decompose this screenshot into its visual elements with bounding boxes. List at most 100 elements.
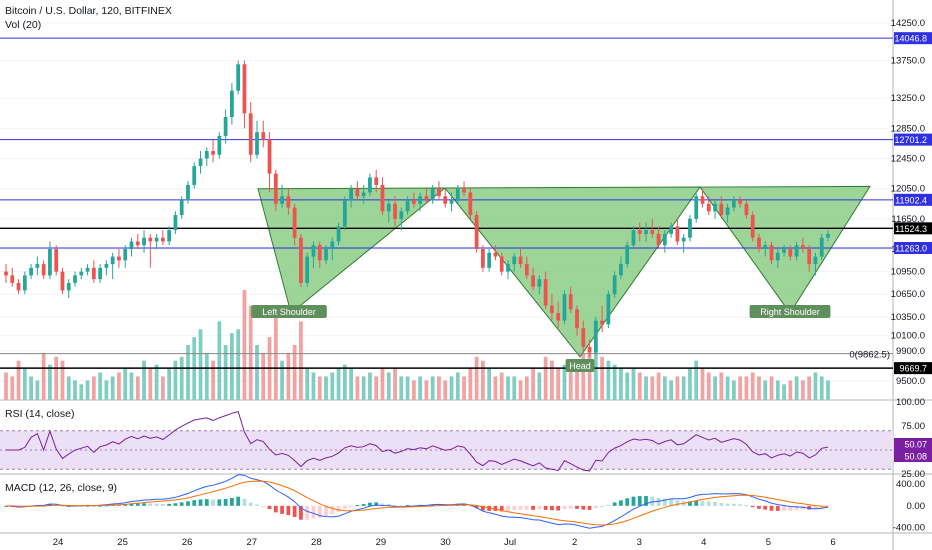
macd-histogram-bar xyxy=(299,505,303,520)
volume-bar xyxy=(286,352,291,400)
volume-bar xyxy=(688,368,692,400)
candle-body xyxy=(506,264,510,272)
volume-bar xyxy=(311,372,316,400)
level-badge-text: 11902.4 xyxy=(895,195,927,205)
volume-bar xyxy=(550,360,554,400)
volume-bar xyxy=(255,345,259,400)
volume-bar xyxy=(499,372,504,400)
rsi-tick-label: 100.00 xyxy=(896,397,925,408)
candle-body xyxy=(418,196,423,204)
volume-bar xyxy=(738,376,743,400)
volume-bar xyxy=(330,372,335,400)
candle-body xyxy=(788,249,793,257)
macd-histogram-bar xyxy=(167,503,172,506)
candle-body xyxy=(85,267,90,272)
macd-legend: MACD (12, 26, close, 9) xyxy=(5,482,118,494)
candle-body xyxy=(217,135,222,155)
candle-body xyxy=(167,230,172,242)
volume-bar xyxy=(399,376,404,400)
volume-bar xyxy=(380,368,385,400)
candle-body xyxy=(129,241,134,249)
macd-histogram-bar xyxy=(506,505,510,512)
volume-bar xyxy=(374,376,379,400)
macd-histogram-bar xyxy=(656,497,661,506)
candle-body xyxy=(656,233,661,246)
candle-body xyxy=(637,230,642,234)
macd-histogram-bar xyxy=(91,505,96,507)
volume-bar xyxy=(292,345,297,400)
volume-bar xyxy=(418,376,423,400)
volume-bar xyxy=(468,368,473,400)
candle-body xyxy=(142,237,146,246)
candle-body xyxy=(568,294,573,310)
level-badge-text: 11524.3 xyxy=(895,224,927,234)
candle-body xyxy=(744,203,749,216)
level-badge xyxy=(894,242,932,255)
macd-histogram-bar xyxy=(85,505,90,507)
macd-histogram-bar xyxy=(361,503,366,506)
time-tick-label: 6 xyxy=(830,537,835,548)
volume-bar xyxy=(826,380,830,400)
macd-histogram-bar xyxy=(311,505,316,519)
candle-body xyxy=(706,203,711,212)
time-tick-label: 30 xyxy=(440,537,451,548)
macd-histogram-bar xyxy=(217,499,222,506)
macd-histogram-bar xyxy=(531,505,535,510)
time-tick-label: 3 xyxy=(637,537,642,548)
candle-body xyxy=(499,256,504,272)
macd-histogram-bar xyxy=(493,505,498,511)
head-shape xyxy=(443,186,701,358)
price-tick-label: 13250.0 xyxy=(891,93,925,104)
candle-body xyxy=(230,90,234,118)
candle-body xyxy=(186,184,190,200)
candle-body xyxy=(267,139,272,174)
volume-bar xyxy=(261,352,266,400)
candle-body xyxy=(700,196,705,204)
macd-histogram-bar xyxy=(750,505,755,508)
macd-histogram-bar xyxy=(524,505,529,510)
volume-bar xyxy=(474,356,479,400)
candle-body xyxy=(719,203,724,216)
price-tick-label: 11650.0 xyxy=(891,214,925,225)
candle-body xyxy=(110,256,115,265)
volume-bar xyxy=(324,376,328,400)
price-tick-label: 10100.0 xyxy=(891,331,925,342)
price-tick-label: 9900.0 xyxy=(896,346,925,357)
volume-bar xyxy=(788,380,793,400)
level-badge xyxy=(894,32,932,45)
candle-body xyxy=(650,230,655,234)
volume-bar xyxy=(29,376,33,400)
macd-histogram-bar xyxy=(568,505,573,509)
candle-body xyxy=(280,196,284,204)
candle-body xyxy=(688,218,692,238)
candle-body xyxy=(775,252,780,261)
volume-bar xyxy=(305,368,310,400)
candle-body xyxy=(242,64,247,114)
macd-histogram-bar xyxy=(757,505,761,509)
signal-line xyxy=(6,480,829,526)
macd-histogram-bar xyxy=(468,505,473,507)
candle-body xyxy=(819,237,824,257)
macd-histogram-bar xyxy=(575,505,579,509)
macd-histogram-bar xyxy=(788,505,793,511)
candle-body xyxy=(662,233,667,246)
macd-histogram-bar xyxy=(675,500,680,506)
macd-histogram-bar xyxy=(123,504,128,506)
macd-histogram-bar xyxy=(499,505,504,512)
time-tick-label: 4 xyxy=(701,537,706,548)
macd-histogram-bar xyxy=(543,505,548,510)
candle-body xyxy=(405,200,410,212)
macd-histogram-bar xyxy=(763,505,768,510)
volume-bar xyxy=(117,372,121,400)
macd-histogram-bar xyxy=(631,496,636,506)
candle-body xyxy=(104,264,109,268)
volume-bar xyxy=(606,360,611,400)
macd-histogram-bar xyxy=(248,502,253,506)
macd-histogram-bar xyxy=(236,496,241,506)
volume-bar xyxy=(280,360,284,400)
candle-body xyxy=(292,207,297,238)
volume-bar xyxy=(98,372,103,400)
candle-body xyxy=(782,249,786,253)
candle-body xyxy=(248,113,253,155)
